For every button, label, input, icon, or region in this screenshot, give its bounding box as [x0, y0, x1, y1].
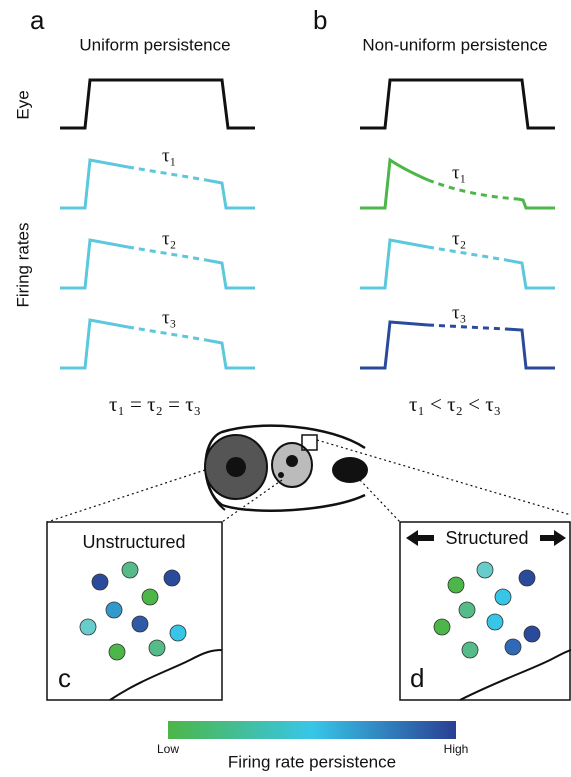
panel-label: d [410, 663, 424, 693]
traces-a [60, 160, 255, 368]
panel-c: Unstructured c [47, 522, 222, 700]
panel-title: Uniform persistence [79, 35, 230, 54]
figure: a Uniform persistence b Non-uniform pers… [0, 0, 571, 777]
panel-label: b [313, 5, 327, 35]
colorbar-high: High [444, 742, 469, 756]
eye-trace [360, 80, 555, 128]
tau-label: τ₁ [162, 145, 176, 166]
panel-title: Structured [445, 528, 528, 548]
trace [60, 240, 255, 288]
panel-title: Unstructured [82, 532, 185, 552]
trace [60, 160, 255, 208]
trace [60, 320, 255, 368]
tau-label: τ₂ [162, 228, 176, 249]
colorbar-title: Firing rate persistence [228, 752, 396, 771]
equation: τ₁ = τ₂ = τ₃ [109, 392, 201, 416]
row-label: Firing rates [13, 222, 32, 307]
panel-label: c [58, 663, 71, 693]
panel-label: a [30, 5, 45, 35]
panel-title: Non-uniform persistence [362, 35, 547, 54]
trace [360, 322, 555, 368]
fish [205, 426, 368, 511]
panel-d: Structured d [400, 522, 571, 700]
tau-label: τ₁ [452, 162, 466, 183]
tau-label: τ₃ [162, 307, 176, 328]
colorbar-low: Low [157, 742, 179, 756]
equation: τ₁ < τ₂ < τ₃ [409, 392, 501, 416]
colorbar [168, 721, 456, 739]
row-label: Eye [13, 90, 32, 119]
traces-b [360, 160, 555, 368]
tau-label: τ₃ [452, 302, 466, 323]
tau-label: τ₂ [452, 228, 466, 249]
eye-trace [60, 80, 255, 128]
eye-traces [60, 80, 555, 128]
